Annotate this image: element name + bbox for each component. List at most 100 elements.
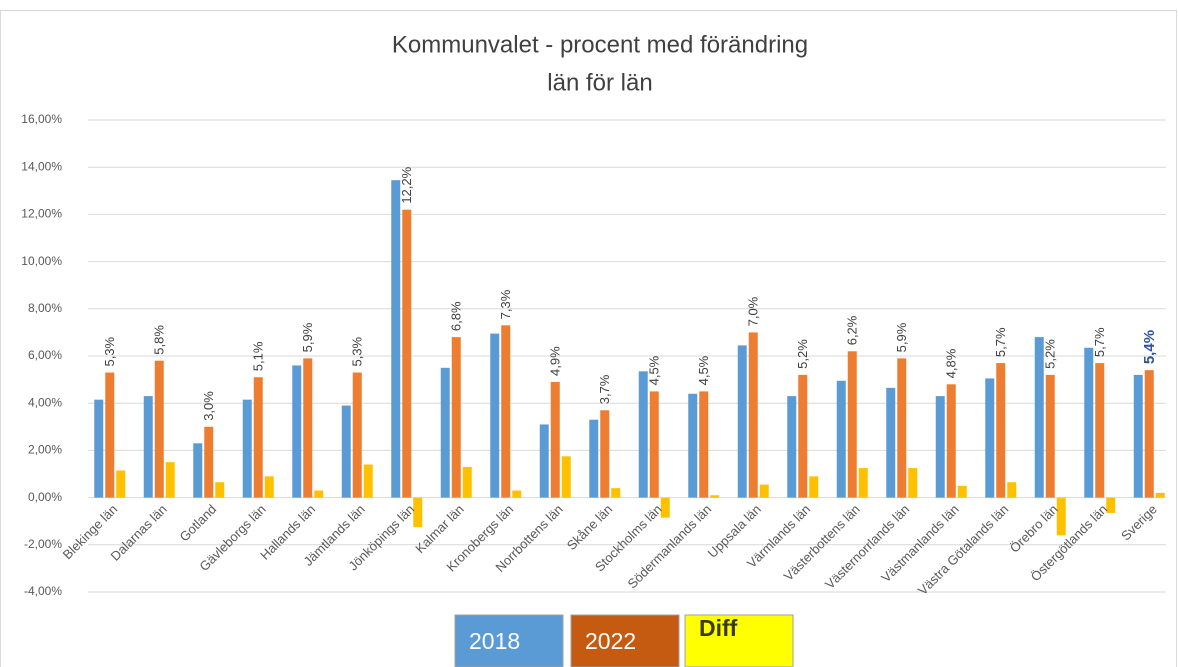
y-tick-label: -4,00% bbox=[24, 584, 62, 598]
bar bbox=[462, 466, 472, 498]
data-label: 4,8% bbox=[944, 348, 959, 378]
bar bbox=[440, 367, 450, 498]
bar bbox=[985, 378, 995, 498]
bar bbox=[798, 374, 808, 498]
bar bbox=[253, 377, 263, 498]
data-label: 5,2% bbox=[795, 339, 810, 369]
bar bbox=[550, 381, 560, 498]
data-label: 5,2% bbox=[1043, 339, 1058, 369]
bar bbox=[957, 485, 967, 498]
bar bbox=[699, 391, 709, 498]
bar bbox=[116, 470, 126, 498]
bar bbox=[94, 399, 104, 498]
bar bbox=[292, 365, 302, 498]
bar bbox=[748, 332, 758, 498]
data-label: 6,2% bbox=[845, 315, 860, 345]
bar bbox=[886, 387, 896, 498]
data-label: 5,7% bbox=[993, 327, 1008, 357]
bar bbox=[809, 476, 819, 498]
data-label: 3,7% bbox=[597, 374, 612, 404]
legend-box bbox=[454, 614, 564, 667]
data-label: 12,2% bbox=[399, 166, 414, 203]
bar bbox=[391, 180, 401, 498]
bar bbox=[539, 424, 549, 498]
bar bbox=[1106, 497, 1116, 513]
bar bbox=[836, 380, 846, 498]
legend-box bbox=[570, 614, 680, 667]
data-label: 4,5% bbox=[696, 355, 711, 385]
bar bbox=[996, 363, 1006, 498]
y-tick-label: 12,00% bbox=[21, 207, 62, 221]
bar bbox=[314, 490, 324, 498]
bar bbox=[688, 393, 698, 498]
y-tick-label: -2,00% bbox=[24, 537, 62, 551]
bar bbox=[490, 333, 500, 498]
bar bbox=[165, 462, 175, 498]
data-label: 5,3% bbox=[102, 336, 117, 366]
bar bbox=[242, 399, 252, 498]
data-label: 5,9% bbox=[300, 322, 315, 352]
y-tick-label: 16,00% bbox=[21, 112, 62, 126]
data-label: 6,8% bbox=[449, 301, 464, 331]
bar bbox=[341, 405, 351, 498]
data-label: 4,5% bbox=[647, 355, 662, 385]
bar bbox=[759, 484, 769, 498]
bar bbox=[649, 391, 659, 498]
bar bbox=[363, 464, 373, 498]
bar bbox=[1155, 492, 1165, 498]
bar bbox=[1084, 347, 1094, 498]
data-label: 4,9% bbox=[548, 346, 563, 376]
data-label: 5,3% bbox=[350, 336, 365, 366]
chart-title: Kommunvalet - procent med förändring bbox=[392, 31, 808, 58]
data-label: 5,1% bbox=[251, 341, 266, 371]
bar bbox=[611, 488, 621, 498]
bar bbox=[1045, 374, 1055, 498]
bar bbox=[787, 396, 797, 498]
data-label: 5,4% bbox=[1141, 330, 1158, 364]
bar bbox=[143, 396, 153, 498]
bar bbox=[589, 419, 599, 498]
bar bbox=[847, 351, 857, 498]
bar bbox=[935, 396, 945, 498]
bar bbox=[451, 337, 461, 498]
y-tick-label: 8,00% bbox=[28, 301, 62, 315]
bar bbox=[154, 360, 164, 498]
bar bbox=[303, 358, 313, 498]
bar bbox=[402, 209, 412, 498]
bar bbox=[1056, 497, 1066, 536]
bar bbox=[660, 497, 670, 518]
legend-label: 2022 bbox=[585, 628, 636, 654]
bar bbox=[105, 372, 115, 498]
bar bbox=[600, 410, 610, 498]
y-tick-label: 0,00% bbox=[28, 490, 62, 504]
bar bbox=[1133, 374, 1143, 498]
bar bbox=[638, 371, 648, 498]
bar bbox=[946, 384, 956, 498]
y-tick-label: 10,00% bbox=[21, 254, 62, 268]
data-label: 7,0% bbox=[746, 296, 761, 326]
y-tick-label: 2,00% bbox=[28, 443, 62, 457]
bar bbox=[512, 490, 522, 498]
bar bbox=[413, 497, 423, 528]
y-tick-label: 6,00% bbox=[28, 348, 62, 362]
data-label: 3,0% bbox=[201, 391, 216, 421]
bar bbox=[1007, 482, 1017, 498]
chart-title: län för län bbox=[547, 69, 652, 96]
bar bbox=[193, 443, 203, 498]
y-tick-label: 14,00% bbox=[21, 159, 62, 173]
bar bbox=[264, 476, 274, 498]
bar bbox=[1095, 363, 1105, 498]
data-label: 5,9% bbox=[894, 322, 909, 352]
y-tick-label: 4,00% bbox=[28, 395, 62, 409]
bar bbox=[858, 468, 868, 498]
legend-label: 2018 bbox=[469, 628, 520, 654]
bar bbox=[908, 468, 918, 498]
bar bbox=[737, 345, 747, 498]
bar bbox=[710, 495, 720, 498]
bar bbox=[1034, 337, 1044, 498]
legend-box bbox=[684, 614, 794, 667]
bar bbox=[204, 426, 214, 498]
bar bbox=[1144, 370, 1154, 498]
bar bbox=[501, 325, 511, 498]
